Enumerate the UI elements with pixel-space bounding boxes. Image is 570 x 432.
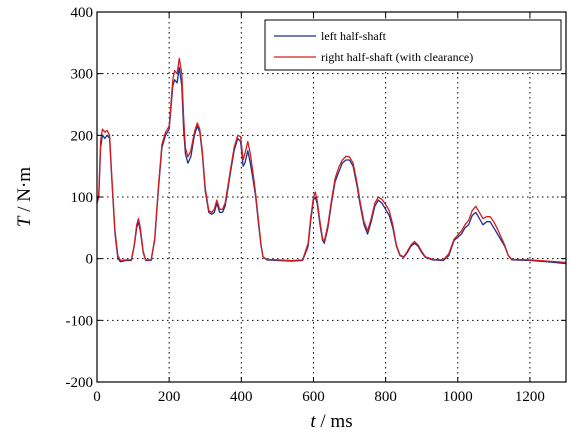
axis-ticks: 0 200 400 600 800 1000 1200 -200 -100 0 100 200 300 4… [66, 5, 566, 405]
x-axis-label-symbol: t [310, 411, 316, 432]
y-tick-label: 300 [71, 67, 94, 83]
x-tick-label: 1200 [515, 389, 545, 405]
y-tick-label: -100 [66, 313, 94, 329]
legend-label-left-half-shaft: left half-shaft [321, 29, 387, 43]
series-line-1 [96, 57, 567, 264]
x-tick-label: 800 [374, 389, 397, 405]
x-tick-label: 200 [158, 389, 181, 405]
x-axis-label: t / ms [310, 411, 352, 432]
y-axis-label-symbol: T [14, 215, 35, 227]
y-tick-label: 400 [71, 5, 94, 21]
x-tick-label: 0 [93, 389, 101, 405]
x-axis-label-unit: / ms [316, 411, 353, 432]
legend-label-right-half-shaft: right half-shaft (with clearance) [321, 50, 473, 64]
y-tick-label: 200 [71, 128, 94, 144]
x-tick-label: 600 [302, 389, 325, 405]
y-axis-label-unit: / N·m [14, 167, 35, 217]
series-lines [96, 57, 567, 265]
y-axis-label: T / N·m [14, 167, 35, 227]
series-line-0 [96, 66, 567, 265]
x-tick-label: 400 [230, 389, 253, 405]
legend: left half-shaft right half-shaft (with c… [264, 19, 562, 71]
y-tick-label: 0 [86, 252, 94, 268]
y-tick-label: 100 [71, 190, 94, 206]
legend-box [264, 19, 562, 71]
x-tick-label: 1000 [443, 389, 473, 405]
y-tick-label: -200 [66, 375, 94, 391]
